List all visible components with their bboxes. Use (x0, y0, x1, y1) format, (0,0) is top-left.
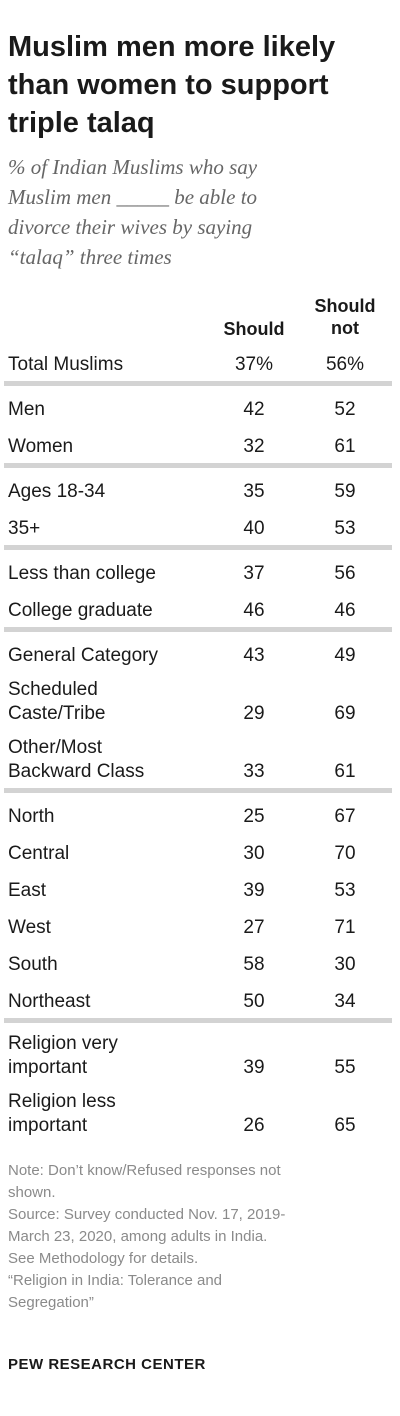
group-divider (4, 463, 392, 468)
title-line: than women to support (8, 69, 329, 101)
value-should: 35 (243, 481, 264, 502)
value-should-not: 61 (334, 761, 355, 782)
chart-subtitle: % of Indian Muslims who say Muslim men _… (8, 152, 358, 272)
value-should-not: 53 (334, 880, 355, 901)
row-label: Less than college (8, 563, 156, 584)
group-divider (4, 788, 392, 793)
row-label: Total Muslims (8, 354, 123, 375)
value-should: 58 (243, 954, 264, 975)
value-should: 27 (243, 917, 264, 938)
source-line: Source: Survey conducted Nov. 17, 2019- (8, 1206, 286, 1223)
value-should: 43 (243, 645, 264, 666)
value-should-not: 56% (326, 354, 364, 375)
footnote: Note: Don’t know/Refused responses not s… (8, 1160, 388, 1314)
report-title-line: “Religion in India: Tolerance and (8, 1272, 223, 1289)
value-should-not: 53 (334, 518, 355, 539)
value-should: 26 (243, 1115, 264, 1136)
value-should: 37% (235, 354, 273, 375)
subtitle-line: % of Indian Muslims who say (8, 155, 258, 179)
report-title-line: Segregation” (8, 1294, 94, 1311)
value-should-not: 49 (334, 645, 355, 666)
value-should: 50 (243, 991, 264, 1012)
subtitle-line: “talaq” three times (8, 245, 172, 269)
row-label: Backward Class (8, 761, 144, 782)
value-should-not: 59 (334, 481, 355, 502)
row-label: Other/Most (8, 737, 103, 758)
value-should-not: 56 (334, 563, 355, 584)
row-label: Men (8, 399, 45, 420)
subtitle-line: divorce their wives by saying (8, 215, 253, 239)
value-should-not: 52 (334, 399, 355, 420)
row-label: South (8, 954, 58, 975)
value-should-not: 67 (334, 806, 355, 827)
row-label: important (8, 1115, 88, 1136)
value-should-not: 71 (334, 917, 355, 938)
note-line: shown. (8, 1184, 56, 1201)
note-line: Note: Don’t know/Refused responses not (8, 1162, 281, 1179)
value-should: 39 (243, 1057, 264, 1078)
group-divider (4, 627, 392, 632)
value-should-not: 69 (334, 703, 355, 724)
value-should: 40 (243, 518, 264, 539)
row-label: Central (8, 843, 69, 864)
chart-title: Muslim men more likely than women to sup… (8, 28, 388, 142)
source-line: See Methodology for details. (8, 1250, 199, 1267)
value-should: 30 (243, 843, 264, 864)
row-label: Religion very (8, 1033, 118, 1054)
value-should-not: 55 (334, 1057, 355, 1078)
value-should: 25 (243, 806, 264, 827)
row-label: Northeast (8, 991, 91, 1012)
value-should: 32 (243, 436, 264, 457)
value-should: 46 (243, 600, 264, 621)
title-line: triple talaq (8, 107, 155, 139)
value-should-not: 61 (334, 436, 355, 457)
row-label: East (8, 880, 47, 901)
value-should: 33 (243, 761, 264, 782)
value-should-not: 34 (334, 991, 356, 1012)
value-should: 37 (243, 563, 264, 584)
row-label: Caste/Tribe (8, 703, 106, 724)
row-label: Women (8, 436, 73, 457)
row-label: College graduate (8, 600, 153, 621)
row-label: Ages 18-34 (8, 481, 106, 502)
row-label: General Category (8, 645, 158, 666)
row-label: Scheduled (8, 679, 98, 700)
row-label: North (8, 806, 54, 827)
source-line: March 23, 2020, among adults in India. (8, 1228, 268, 1245)
row-label: 35+ (8, 518, 40, 539)
group-divider (4, 545, 392, 550)
row-label: West (8, 917, 52, 938)
title-line: Muslim men more likely (8, 31, 336, 63)
row-label: Religion less (8, 1091, 116, 1112)
value-should-not: 46 (334, 600, 355, 621)
value-should: 39 (243, 880, 264, 901)
value-should-not: 30 (334, 954, 355, 975)
brand-logo-text: PEW RESEARCH CENTER (8, 1356, 206, 1373)
subtitle-line: Muslim men _____ be able to (8, 185, 258, 209)
value-should: 42 (243, 399, 264, 420)
column-header-should-not: Should not (314, 296, 376, 338)
group-divider (4, 381, 392, 386)
row-label: important (8, 1057, 88, 1078)
value-should: 29 (243, 703, 264, 724)
value-should-not: 70 (334, 843, 355, 864)
column-header-should: Should (223, 319, 285, 339)
value-should-not: 65 (334, 1115, 355, 1136)
group-divider (4, 1018, 392, 1023)
